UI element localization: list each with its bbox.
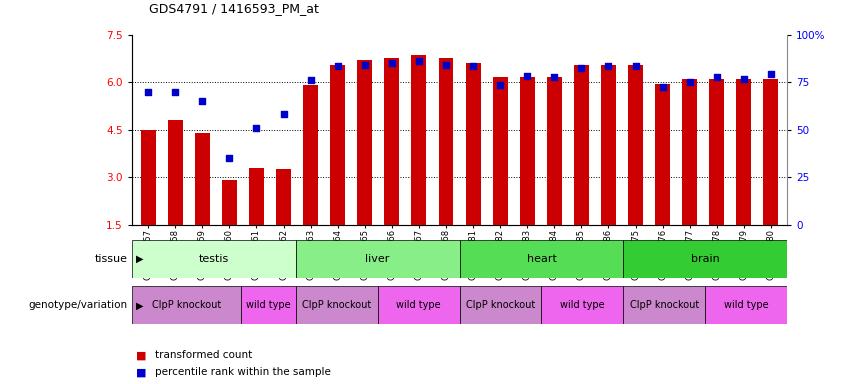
Text: ▶: ▶ (136, 300, 144, 310)
Bar (541, 286, 623, 324)
Bar (132, 286, 241, 324)
Point (331, 63, 345, 70)
Bar (296, 286, 378, 324)
Bar (303, 85, 318, 225)
Bar (628, 65, 643, 225)
Bar (763, 79, 779, 225)
Text: transformed count: transformed count (155, 350, 252, 360)
Bar (493, 77, 507, 225)
Point (547, 74, 561, 80)
Bar (241, 286, 296, 324)
Bar (460, 240, 623, 278)
Point (521, 73, 534, 79)
Text: wild type: wild type (397, 300, 441, 310)
Point (223, 155, 237, 161)
Text: wild type: wild type (560, 300, 605, 310)
Bar (385, 58, 399, 225)
Bar (460, 286, 541, 324)
Point (249, 125, 263, 131)
Bar (140, 130, 156, 225)
Bar (438, 58, 454, 225)
Text: ■: ■ (136, 350, 146, 360)
Bar (683, 79, 697, 225)
Point (602, 63, 615, 70)
Text: ClpP knockout: ClpP knockout (465, 300, 535, 310)
Bar (132, 240, 296, 278)
Text: tissue: tissue (94, 254, 128, 264)
Text: liver: liver (365, 254, 390, 264)
Point (494, 82, 507, 88)
Text: ClpP knockout: ClpP knockout (302, 300, 371, 310)
Point (358, 61, 372, 68)
Point (764, 71, 778, 77)
Bar (520, 77, 534, 225)
Point (574, 65, 588, 71)
Bar (222, 180, 237, 225)
Bar (465, 63, 481, 225)
Point (683, 79, 696, 85)
Text: genotype/variation: genotype/variation (29, 300, 128, 310)
Point (710, 74, 723, 80)
Bar (412, 55, 426, 225)
Point (466, 63, 480, 70)
Text: percentile rank within the sample: percentile rank within the sample (155, 367, 331, 377)
Text: heart: heart (527, 254, 557, 264)
Bar (195, 133, 209, 225)
Point (304, 78, 317, 84)
Text: testis: testis (198, 254, 229, 264)
Point (168, 89, 182, 95)
Text: wild type: wild type (246, 300, 291, 310)
Point (439, 61, 453, 68)
Bar (574, 65, 589, 225)
Text: ClpP knockout: ClpP knockout (630, 300, 699, 310)
Bar (655, 84, 670, 225)
Bar (623, 240, 787, 278)
Bar (168, 120, 183, 225)
Bar (249, 168, 264, 225)
Text: ▶: ▶ (136, 254, 144, 264)
Text: ClpP knockout: ClpP knockout (151, 300, 221, 310)
Point (629, 63, 643, 70)
Bar (357, 60, 372, 225)
Bar (601, 65, 616, 225)
Bar (547, 77, 562, 225)
Bar (736, 79, 751, 225)
Bar (276, 169, 291, 225)
Point (412, 58, 426, 65)
Point (737, 76, 751, 82)
Text: GDS4791 / 1416593_PM_at: GDS4791 / 1416593_PM_at (149, 2, 319, 15)
Text: brain: brain (691, 254, 720, 264)
Point (277, 111, 290, 117)
Text: ■: ■ (136, 367, 146, 377)
Bar (710, 79, 724, 225)
Bar (623, 286, 705, 324)
Point (141, 89, 155, 95)
Bar (296, 240, 460, 278)
Bar (378, 286, 460, 324)
Bar (705, 286, 787, 324)
Point (196, 98, 209, 104)
Bar (330, 65, 346, 225)
Text: wild type: wild type (724, 300, 768, 310)
Point (656, 84, 670, 90)
Point (385, 60, 398, 66)
